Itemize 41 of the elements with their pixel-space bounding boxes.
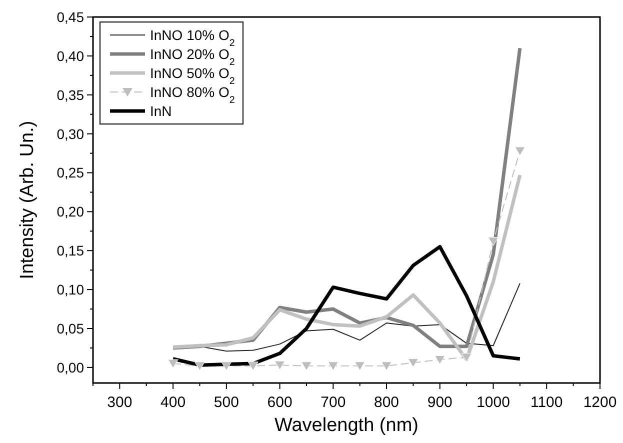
point [514, 146, 526, 156]
y-axis-title: Intensity (Arb. Un.) [17, 120, 38, 280]
point [328, 362, 338, 371]
x-tick-label: 300 [107, 394, 132, 411]
y-tick-label: 0,30 [56, 126, 84, 142]
legend-label: InN [150, 103, 172, 119]
legend-label: InNO 20% O$_{2}$ [150, 46, 235, 68]
x-tick-label: 700 [320, 394, 346, 411]
point [194, 362, 205, 371]
point [434, 355, 446, 364]
point [381, 362, 392, 371]
point [461, 353, 472, 362]
x-tick-label: 900 [427, 394, 452, 411]
legend-label: InNO 80% O$_{2}$ [150, 84, 235, 106]
point [274, 360, 286, 370]
point [168, 359, 178, 368]
x-tick-label: 1200 [583, 394, 617, 411]
y-tick-label: 0,35 [56, 86, 84, 103]
y-tick-label: 0,40 [56, 48, 84, 64]
x-tick-label: 1100 [530, 394, 563, 411]
y-tick-label: 0,25 [56, 164, 84, 181]
y-tick-label: 0,00 [56, 359, 84, 376]
y-tick-label: 0,15 [56, 242, 84, 259]
y-tick-label: 0,05 [56, 320, 84, 336]
legend-label: InNO 10% O$_{2}$ [150, 27, 235, 48]
point [408, 358, 418, 368]
y-tick-label: 0,10 [56, 282, 84, 298]
x-tick-label: 1000 [476, 394, 510, 411]
point [221, 362, 232, 371]
y-tick-label: 0,20 [56, 204, 84, 220]
legend-label: InNO 50% O$_{2}$ [150, 65, 235, 86]
point [301, 362, 312, 371]
point [488, 237, 499, 246]
x-tick-label: 800 [374, 394, 400, 411]
y-tick-label: 0,45 [56, 9, 84, 25]
point [248, 362, 258, 371]
x-tick-label: 500 [214, 394, 239, 411]
point [354, 362, 366, 371]
x-tick-label: 400 [160, 394, 186, 411]
x-axis-title: Wavelength (nm) [274, 415, 418, 436]
x-tick-label: 600 [267, 394, 292, 411]
